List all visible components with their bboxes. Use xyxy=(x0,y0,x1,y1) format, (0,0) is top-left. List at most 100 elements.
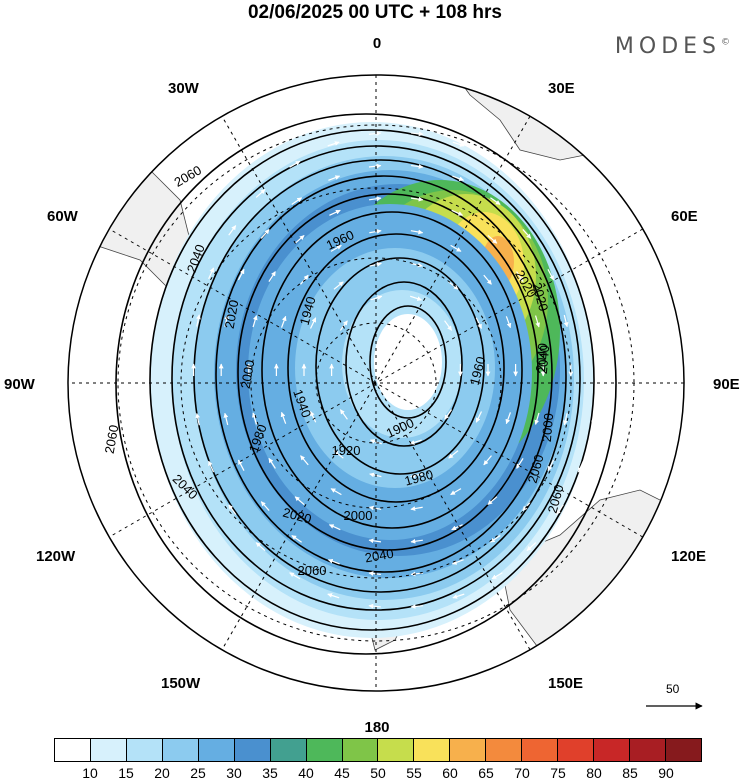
wind-vector xyxy=(475,317,483,329)
wind-vector xyxy=(251,412,258,425)
height-contour xyxy=(115,113,617,655)
wind-vectors xyxy=(191,131,601,609)
wind-vector xyxy=(526,188,537,198)
wind-vector xyxy=(450,244,462,252)
contour-label: 2060 xyxy=(298,563,327,578)
contour-label: 1960 xyxy=(467,355,489,387)
wind-vector xyxy=(410,538,423,544)
wind-vector xyxy=(452,175,465,181)
colorbar-tick-label: 65 xyxy=(478,765,494,781)
wind-vector xyxy=(309,411,317,423)
wind-vector xyxy=(516,458,524,469)
wind-vector xyxy=(448,281,459,290)
lon-label-150w: 150W xyxy=(161,675,201,692)
wind-vector xyxy=(368,603,381,609)
wind-vector xyxy=(410,473,423,479)
wind-vector xyxy=(333,450,344,459)
reference-vector-arrow xyxy=(646,702,703,710)
wind-vector xyxy=(516,271,524,283)
wind-vector xyxy=(368,571,381,576)
wind-vector xyxy=(410,295,423,301)
wind-vector xyxy=(577,460,584,473)
wind-vector xyxy=(483,274,492,285)
colorbar-swatch xyxy=(665,739,701,761)
wind-vector xyxy=(448,450,459,459)
wind-vector xyxy=(490,197,501,206)
colorbar-swatch xyxy=(198,739,235,761)
colorbar-tick-label: 90 xyxy=(658,765,674,781)
colorbar-tick-label: 45 xyxy=(334,765,350,781)
wind-vector xyxy=(444,409,453,420)
colorbar-swatch xyxy=(306,739,343,761)
wind-vector xyxy=(487,235,498,244)
wind-vector xyxy=(547,459,555,472)
colorbar-tick-label: 30 xyxy=(226,765,242,781)
wind-vector xyxy=(329,209,341,216)
wind-vector xyxy=(237,268,245,281)
wind-vector xyxy=(410,604,424,609)
contour-label: 2000 xyxy=(344,508,373,523)
wind-vector xyxy=(409,439,422,445)
latitude-circle xyxy=(180,187,572,579)
colorbar-tick-label: 35 xyxy=(262,765,278,781)
wind-vector xyxy=(491,572,503,580)
height-contour xyxy=(345,281,463,447)
colorbar-ticks: 10 15 20 25 30 35 40 45 50 55 60 65 70 75 80 85 90 xyxy=(54,765,702,781)
colorbar-tick-label: 70 xyxy=(514,765,530,781)
wind-vector xyxy=(330,488,342,496)
shade-core-10 xyxy=(374,314,442,410)
wind-vector xyxy=(534,315,541,328)
wind-vector xyxy=(451,209,464,216)
wind-vector xyxy=(327,141,340,147)
colorbar-tick-label: 25 xyxy=(190,765,206,781)
wind-vector xyxy=(289,572,301,580)
wind-vector xyxy=(505,412,512,425)
wind-vector xyxy=(289,160,301,168)
wind-vector xyxy=(591,413,596,426)
contour-label: 2040 xyxy=(533,343,550,373)
wind-vector xyxy=(452,593,465,599)
lon-label-120e: 120E xyxy=(671,548,706,565)
wind-vector xyxy=(368,163,382,169)
wind-vector xyxy=(369,196,382,202)
colorbar-swatch xyxy=(486,739,523,761)
wind-vector xyxy=(223,412,229,426)
colorbar-tick-label: 10 xyxy=(82,765,98,781)
lon-label-30w: 30W xyxy=(168,80,200,97)
height-contour xyxy=(261,211,523,529)
height-contours xyxy=(115,113,617,655)
wind-vector xyxy=(339,409,348,420)
lon-label-120w: 120W xyxy=(36,548,76,565)
lon-label-150e: 150E xyxy=(548,675,583,692)
colorbar-tick-label: 55 xyxy=(406,765,422,781)
contour-label: 2020 xyxy=(222,299,242,330)
wind-vector xyxy=(228,504,237,515)
wind-vector xyxy=(451,524,463,531)
wind-vector xyxy=(450,488,462,496)
contour-label: 2000 xyxy=(539,413,556,443)
map-disk xyxy=(68,75,684,691)
height-contour xyxy=(215,175,553,573)
contour-label: 2060 xyxy=(525,453,547,485)
wind-vector xyxy=(294,235,305,244)
latitude-circle xyxy=(315,322,437,444)
contour-label: 1920 xyxy=(332,443,361,458)
wind-vector xyxy=(475,411,483,423)
wind-vector xyxy=(280,411,287,424)
wind-vector xyxy=(522,229,532,239)
wind-vector xyxy=(410,229,424,235)
wind-vector xyxy=(280,315,287,328)
colorbar-swatch xyxy=(450,739,487,761)
wind-vector xyxy=(369,229,382,234)
height-contour xyxy=(369,305,447,419)
wind-vector xyxy=(237,459,245,471)
colorbar xyxy=(54,738,702,762)
colorbar-swatch xyxy=(522,739,559,761)
lon-label-180: 180 xyxy=(364,719,389,735)
colorbar-tick-label: 75 xyxy=(550,765,566,781)
wind-vector xyxy=(451,559,464,565)
wind-vector xyxy=(309,317,317,329)
map-boundary xyxy=(67,74,685,692)
height-contour xyxy=(237,193,539,551)
latlon-grid xyxy=(68,75,684,691)
